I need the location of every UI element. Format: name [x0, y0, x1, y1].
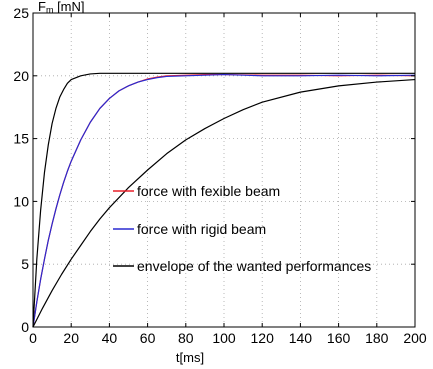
x-tick-label: 0: [29, 330, 37, 346]
series-line-1: [32, 73, 416, 328]
x-tick-label: 20: [63, 330, 79, 346]
y-axis-label-sub: m: [46, 5, 54, 15]
x-tick-label: 180: [365, 330, 389, 346]
y-tick-label: 0: [21, 319, 29, 335]
series-group: [32, 72, 416, 328]
y-axis-label-main: F: [38, 0, 46, 14]
axis-ticks: 0 20 40 60 80 100 120 140 160 180 200 0 5 10 15 20 25: [13, 5, 426, 346]
x-axis-label: t[ms]: [176, 350, 204, 365]
x-tick-label: 100: [212, 330, 236, 346]
legend-label-2: envelope of the wanted performances: [137, 258, 371, 274]
series-line-2: [32, 72, 415, 328]
legend-label-1: force with rigid beam: [137, 221, 266, 237]
y-axis-label: Fm [mN]: [38, 0, 85, 15]
series-line-3: [32, 78, 416, 328]
x-tick-label: 80: [178, 330, 194, 346]
x-tick-label: 60: [140, 330, 156, 346]
x-tick-label: 120: [251, 330, 275, 346]
x-tick-label: 140: [289, 330, 313, 346]
x-tick-label: 40: [102, 330, 118, 346]
legend: force with fexible beam force with rigid …: [113, 183, 371, 274]
x-tick-label: 160: [327, 330, 351, 346]
y-axis-label-unit: [mN]: [53, 0, 84, 14]
y-tick-label: 20: [13, 68, 29, 84]
legend-label-0: force with fexible beam: [137, 183, 280, 199]
grid-lines: [33, 13, 415, 327]
x-tick-label: 200: [403, 330, 427, 346]
y-tick-label: 5: [21, 256, 29, 272]
y-tick-label: 25: [13, 5, 29, 21]
y-tick-label: 10: [13, 193, 29, 209]
y-tick-label: 15: [13, 131, 29, 147]
